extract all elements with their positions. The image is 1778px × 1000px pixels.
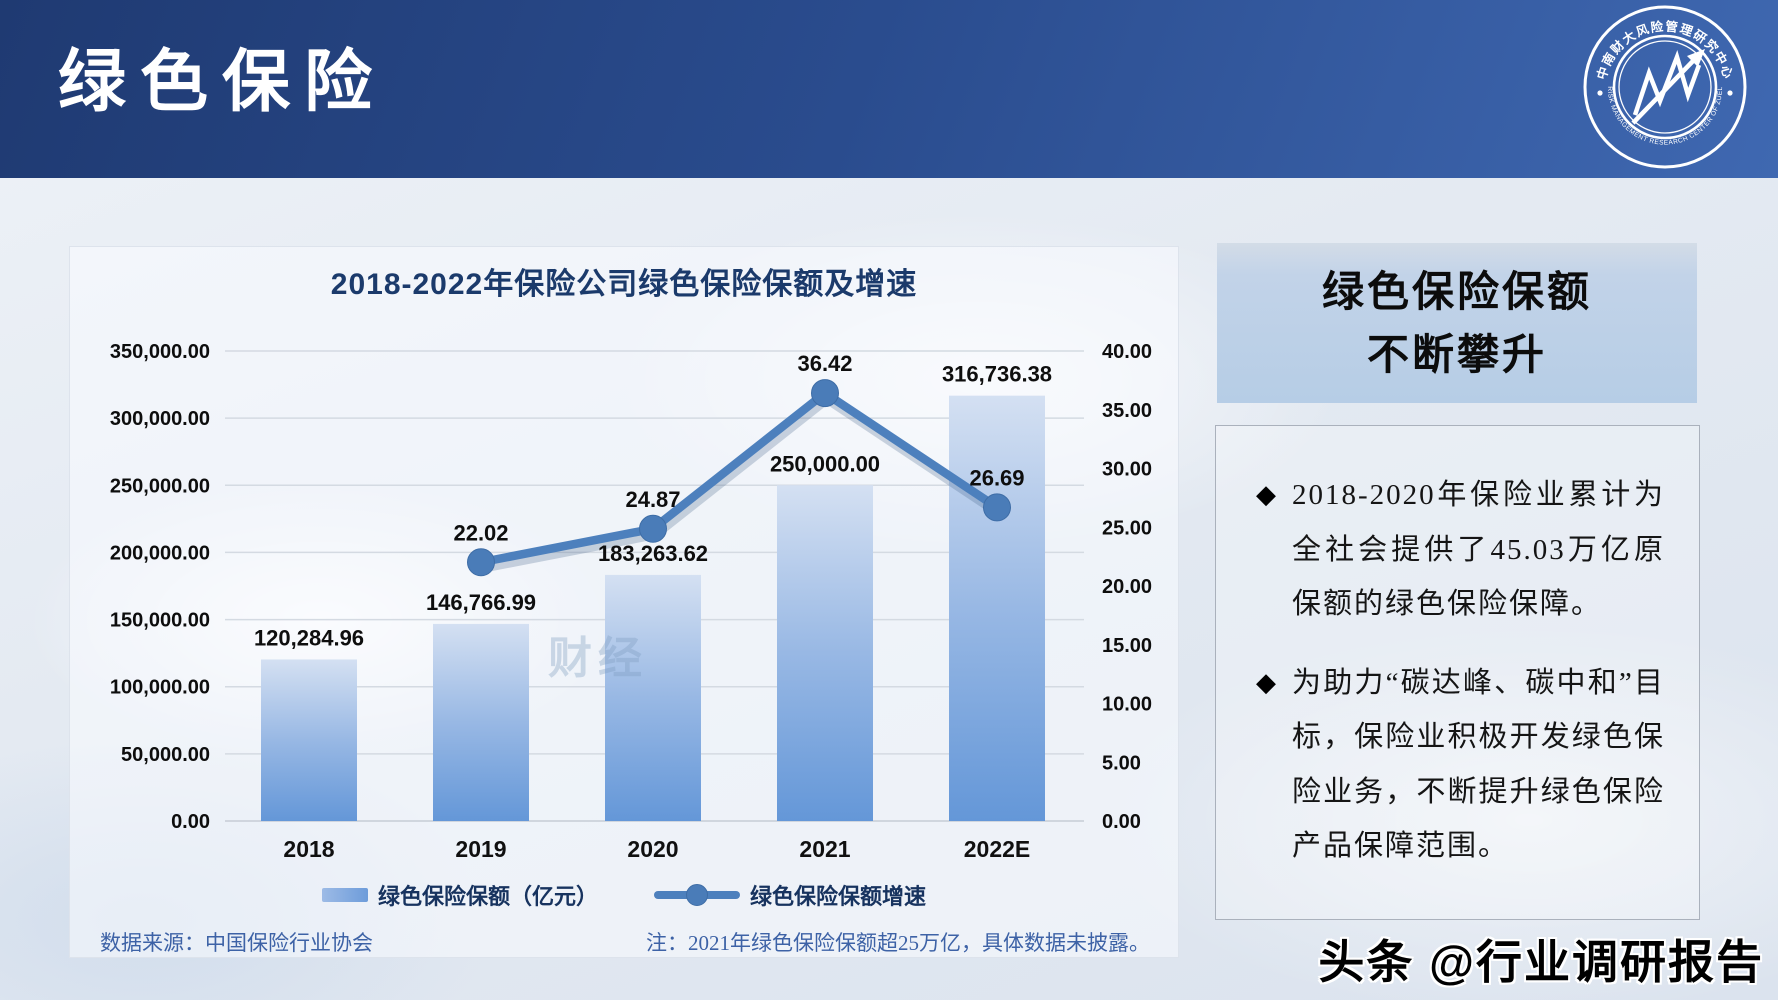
legend-line-label: 绿色保险保额增速 — [750, 884, 927, 909]
left-axis-tick-label: 250,000.00 — [110, 475, 210, 497]
logo-dot-left — [1597, 90, 1603, 96]
line-marker-2021 — [811, 379, 839, 408]
line-value-label: 22.02 — [453, 520, 508, 545]
left-axis-tick-label: 50,000.00 — [121, 744, 210, 766]
bullet-item: ◆ 为助力“碳达峰、碳中和”目标，保险业积极开发绿色保险业务，不断提升绿色保险产… — [1256, 656, 1665, 874]
legend-line-dot — [686, 884, 708, 906]
side-panel-title-line1: 绿色保险保额 — [1321, 268, 1592, 315]
faint-watermark: 财经 — [548, 634, 648, 683]
line-marker-2020 — [639, 514, 667, 543]
page-title: 绿色保险 — [58, 44, 387, 120]
right-axis-tick-label: 10.00 — [1102, 694, 1152, 716]
org-logo-icon: 中南财大风险管理研究中心 RISK MANAGEMENT RESEARCH CE… — [1583, 5, 1747, 169]
line-value-label: 26.69 — [969, 465, 1024, 490]
right-axis-tick-label: 20.00 — [1102, 576, 1152, 598]
bar-value-label: 146,766.99 — [426, 590, 536, 615]
legend-bar-swatch-icon — [321, 888, 368, 902]
bar-2020 — [605, 574, 701, 821]
side-panel-title-line2: 不断攀升 — [1366, 331, 1547, 378]
chart-title: 2018-2022年保险公司绿色保险保额及增速 — [330, 268, 918, 301]
header-banner: 绿色保险 中南财大风险管理研究中心 RISK MANAGEMENT RESEAR… — [0, 0, 1778, 178]
side-panel-text-box: ◆ 2018-2020年保险业累计为全社会提供了45.03万亿原保额的绿色保险保… — [1215, 425, 1700, 920]
bar-2021 — [777, 485, 873, 821]
left-axis-tick-label: 150,000.00 — [110, 610, 210, 632]
legend-item-bar: 绿色保险保额（亿元） — [321, 879, 598, 911]
logo-inner-ring2 — [1618, 40, 1712, 134]
bullet-text: 为助力“碳达峰、碳中和”目标，保险业积极开发绿色保险业务，不断提升绿色保险产品保… — [1292, 666, 1665, 863]
right-axis-tick-label: 35.00 — [1102, 400, 1152, 422]
left-axis-tick-label: 100,000.00 — [110, 677, 210, 699]
right-axis-tick-label: 5.00 — [1102, 752, 1141, 774]
combo-chart: 0.00 50,000.00 100,000.00 150,000.00 200,000… — [110, 341, 1152, 862]
diamond-bullet-icon: ◆ — [1256, 666, 1278, 697]
line-marker-2019 — [467, 548, 495, 577]
legend-item-line: 绿色保险保额增速 — [654, 879, 926, 911]
bar-value-label: 120,284.96 — [254, 625, 364, 650]
chart-legend: 绿色保险保额（亿元） 绿色保险保额增速 — [70, 879, 1178, 911]
left-axis-tick-label: 0.00 — [171, 811, 210, 833]
logo-arrow-head — [1687, 49, 1705, 67]
left-axis-tick-label: 200,000.00 — [110, 542, 210, 564]
x-axis-label: 2021 — [799, 836, 850, 862]
chart-card: 2018-2022年保险公司绿色保险保额及增速 0.00 50,000.00 100… — [69, 246, 1179, 958]
x-axis-label: 2020 — [627, 836, 678, 862]
brand-watermark: 头条 @行业调研报告 — [1318, 936, 1764, 988]
line-value-label: 36.42 — [797, 351, 852, 376]
diamond-bullet-icon: ◆ — [1256, 479, 1278, 509]
bar-2018 — [261, 659, 357, 821]
logo-arrow-shaft — [1631, 59, 1695, 125]
right-axis-tick-label: 40.00 — [1102, 341, 1152, 363]
right-axis-tick-label: 25.00 — [1102, 517, 1152, 539]
logo-outer-ring — [1583, 5, 1747, 169]
legend-bar-label: 绿色保险保额（亿元） — [377, 884, 598, 909]
line-marker-2022E — [983, 493, 1011, 522]
logo-zigzag-icon — [1632, 49, 1702, 116]
right-axis-tick-label: 0.00 — [1102, 811, 1141, 833]
logo-dot-right — [1727, 90, 1733, 96]
bar-value-label: 316,736.38 — [942, 362, 1052, 387]
bullet-text: 2018-2020年保险业累计为全社会提供了45.03万亿原保额的绿色保险保障。 — [1292, 479, 1665, 621]
left-axis-tick-label: 300,000.00 — [110, 408, 210, 430]
x-axis-label: 2018 — [283, 836, 334, 862]
growth-line-shadow — [477, 392, 1005, 573]
legend-line-swatch-icon — [654, 883, 740, 907]
x-axis-label: 2022E — [964, 836, 1031, 862]
bar-value-label: 250,000.00 — [770, 451, 880, 476]
bar-2019 — [433, 623, 529, 821]
growth-line — [476, 388, 1002, 567]
line-value-label: 24.87 — [625, 487, 680, 512]
right-axis-tick-label: 15.00 — [1102, 635, 1152, 657]
x-axis-label: 2019 — [455, 836, 506, 862]
bullet-item: ◆ 2018-2020年保险业累计为全社会提供了45.03万亿原保额的绿色保险保… — [1256, 468, 1665, 632]
logo-inner-ring — [1612, 34, 1718, 140]
right-axis-tick-label: 30.00 — [1102, 459, 1152, 481]
bar-value-label: 183,263.62 — [598, 541, 708, 566]
bar-2022E — [949, 395, 1045, 821]
remark-note: 注：2021年绿色保险保额超25万亿，具体数据未披露。 — [646, 931, 1150, 955]
data-source-note: 数据来源：中国保险行业协会 — [100, 931, 373, 955]
side-panel-title: 绿色保险保额 不断攀升 — [1217, 243, 1697, 403]
left-axis-tick-label: 350,000.00 — [110, 341, 210, 363]
